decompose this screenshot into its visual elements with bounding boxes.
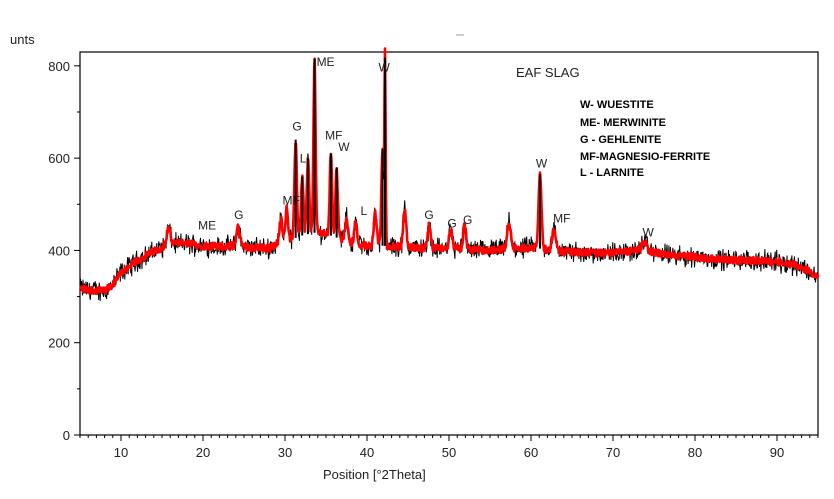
peak-label: MF bbox=[553, 212, 570, 226]
x-axis-title: Position [°2Theta] bbox=[323, 467, 426, 482]
x-tick-label: 20 bbox=[196, 445, 210, 460]
peak-label: W bbox=[536, 156, 548, 170]
peak-label: L bbox=[300, 152, 307, 166]
x-tick-label: 60 bbox=[524, 445, 538, 460]
x-tick-label: 30 bbox=[278, 445, 292, 460]
y-tick-label: 600 bbox=[48, 151, 70, 166]
peak-label: MF bbox=[325, 129, 342, 143]
legend-entry-larnite: L - LARNITE bbox=[580, 167, 644, 179]
x-tick-label: 80 bbox=[688, 445, 702, 460]
x-tick-label: 70 bbox=[606, 445, 620, 460]
series-raw-line bbox=[79, 55, 819, 301]
series-group bbox=[79, 47, 820, 301]
y-axis-title: unts bbox=[10, 32, 35, 47]
peak-label: G bbox=[447, 216, 456, 230]
series-fitted-line bbox=[79, 47, 820, 295]
peak-label: G bbox=[424, 208, 433, 222]
peak-label: MF bbox=[283, 193, 300, 207]
phase-legend: W- WUESTITE ME- MERWINITE G - GEHLENITE … bbox=[580, 99, 710, 179]
peak-label: L bbox=[360, 204, 367, 218]
x-tick-label: 40 bbox=[360, 445, 374, 460]
y-tick-label: 0 bbox=[63, 428, 70, 443]
peak-label: W bbox=[643, 226, 655, 240]
x-axis-ticks: 10 20 30 40 50 60 70 80 90 bbox=[79, 435, 819, 460]
peak-label: G bbox=[234, 208, 243, 222]
peak-label: ME bbox=[317, 55, 335, 69]
x-tick-label: 10 bbox=[114, 445, 128, 460]
y-tick-label: 800 bbox=[48, 59, 70, 74]
legend-entry-magnesio-ferrite: MF-MAGNESIO-FERRITE bbox=[580, 151, 710, 163]
legend-entry-merwinite: ME- MERWINITE bbox=[580, 117, 666, 129]
peak-label: ME bbox=[198, 219, 216, 233]
peak-label: G bbox=[463, 213, 472, 227]
legend-entry-gehlenite: G - GEHLENITE bbox=[580, 134, 661, 146]
peak-label: W bbox=[338, 140, 350, 154]
peak-label: W bbox=[378, 60, 390, 74]
chart-title: EAF SLAG bbox=[516, 65, 580, 80]
x-tick-label: 90 bbox=[770, 445, 784, 460]
y-axis-ticks: 0 200 400 600 800 bbox=[48, 59, 80, 443]
y-tick-label: 400 bbox=[48, 243, 70, 258]
legend-entry-wuestite: W- WUESTITE bbox=[580, 99, 654, 111]
x-tick-label: 50 bbox=[442, 445, 456, 460]
peak-label: G bbox=[292, 119, 301, 133]
y-tick-label: 200 bbox=[48, 336, 70, 351]
